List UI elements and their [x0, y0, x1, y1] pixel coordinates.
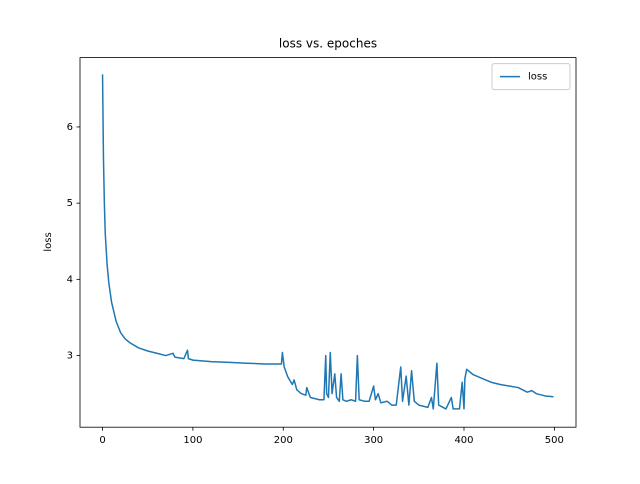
x-tick-label: 400: [454, 435, 473, 446]
x-tick-label: 500: [545, 435, 564, 446]
y-tick-label: 4: [67, 274, 73, 285]
x-tick-label: 0: [99, 435, 105, 446]
x-tick-label: 300: [364, 435, 383, 446]
y-axis-label: loss: [43, 232, 54, 251]
y-tick-label: 5: [67, 198, 73, 209]
legend-label: loss: [528, 72, 547, 83]
x-tick-label: 100: [183, 435, 202, 446]
y-tick-label: 3: [67, 351, 73, 362]
y-tick-label: 6: [67, 122, 73, 133]
chart-title: loss vs. epoches: [279, 37, 377, 51]
x-tick-label: 200: [274, 435, 293, 446]
data-line: [101, 74, 554, 410]
legend-box: [491, 63, 571, 91]
plot-frame: [79, 57, 577, 428]
